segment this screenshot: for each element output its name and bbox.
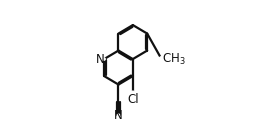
Text: N: N xyxy=(114,109,123,122)
Circle shape xyxy=(103,58,105,60)
Circle shape xyxy=(117,114,120,117)
Circle shape xyxy=(159,57,164,61)
Text: Cl: Cl xyxy=(127,93,139,106)
Text: N: N xyxy=(96,53,104,66)
Text: CH$_3$: CH$_3$ xyxy=(162,51,185,67)
Circle shape xyxy=(131,91,135,95)
